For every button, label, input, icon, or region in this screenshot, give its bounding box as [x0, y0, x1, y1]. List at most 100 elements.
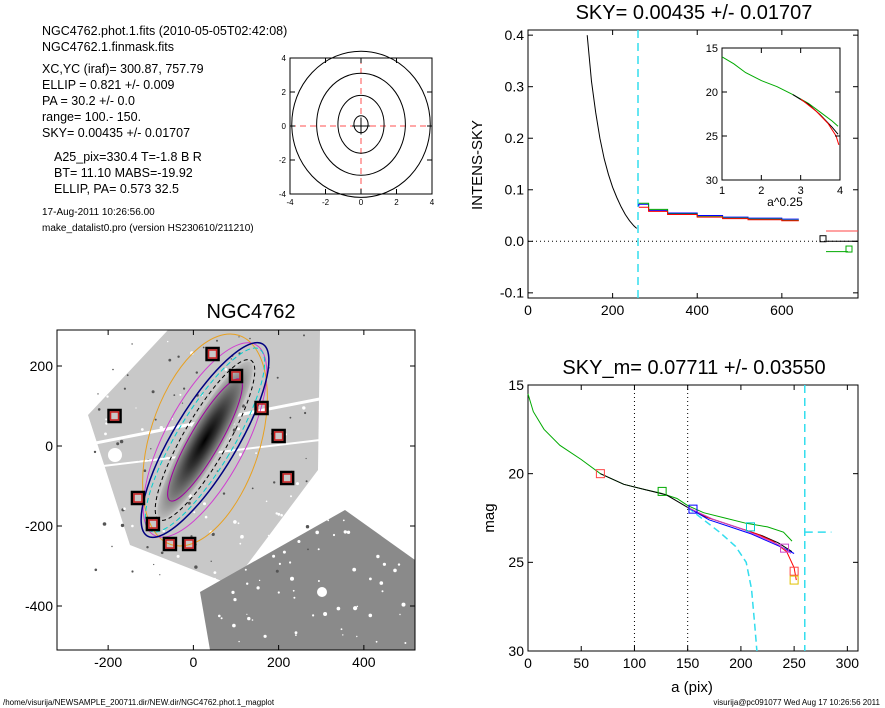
mag-square-marker: [789, 575, 799, 585]
sky-frame: [527, 29, 859, 299]
mag-xtick-label: 0: [524, 655, 532, 671]
star-speck: [120, 523, 125, 528]
mag-square-marker: [657, 486, 667, 496]
sky-title: SKY= 0.00435 +/- 0.01707: [576, 2, 813, 24]
mag-square-marker: [780, 543, 790, 553]
star-speck: [255, 452, 257, 454]
star-speck: [203, 502, 206, 506]
star-speck: [122, 336, 126, 340]
star-speck: [305, 457, 307, 460]
star-speck: [280, 513, 283, 517]
magnitude-profile-plot: SKY_m= 0.07711 +/- 0.03550 mag a (pix) 0…: [481, 357, 859, 696]
contour-xtick-label: 0: [359, 198, 364, 207]
mask-square-inner: [207, 349, 218, 359]
star-speck: [181, 402, 184, 404]
star-speck: [382, 562, 386, 566]
info-line-sky: SKY= 0.00435 +/- 0.01707: [42, 126, 190, 140]
star-speck: [109, 373, 112, 375]
sky-residual-square: [819, 235, 827, 243]
star-speck: [304, 411, 307, 415]
star-speck: [105, 418, 108, 421]
mag-xtick-label: 300: [836, 655, 860, 671]
star-speck: [305, 525, 310, 529]
galaxy-image-plot: NGC4762: [25, 301, 416, 670]
sky-ytick-label: 0.0: [505, 233, 525, 249]
mask-square-inner: [109, 411, 120, 421]
star-speck: [295, 634, 297, 636]
inset-xtick-label: 3: [798, 185, 804, 197]
star-speck: [342, 634, 344, 636]
star-speck: [258, 579, 261, 582]
star-speck: [93, 450, 97, 454]
image-ytick-label: 0: [45, 438, 53, 454]
sky-ytick-label: 0.4: [505, 27, 525, 43]
inset-xtick-label: 4: [837, 185, 843, 197]
galaxy-image: [59, 330, 415, 650]
star-speck: [292, 589, 295, 592]
contour-xtick-label: 2: [394, 198, 399, 207]
star-speck: [343, 530, 347, 534]
star-speck: [256, 586, 260, 590]
star-speck: [153, 563, 155, 566]
star-speck: [213, 571, 217, 574]
star-speck: [238, 336, 240, 338]
footer-path: /home/visurija/NEWSAMPLE_200711.dir/NEW.…: [3, 698, 275, 707]
contour-ytick-label: -4: [279, 190, 287, 199]
contour-xtick-label: 4: [430, 198, 435, 207]
star-speck: [224, 368, 228, 371]
star-speck: [231, 590, 235, 595]
star-speck: [368, 613, 373, 618]
mag-frame: [527, 384, 859, 652]
star-speck: [249, 337, 251, 340]
star-speck: [104, 432, 107, 436]
mask-square: [228, 368, 244, 384]
contour-ytick-label: 0: [282, 122, 287, 131]
mask-square: [145, 516, 161, 532]
mask-square-inner: [133, 493, 143, 503]
star-speck: [167, 340, 169, 343]
mag-ytick-label: 15: [508, 377, 524, 393]
image-field-lower: [200, 510, 415, 650]
star-speck: [290, 576, 294, 581]
sky-xtick-label: 400: [686, 302, 710, 318]
info-line-bt: BT= 11.10 MABS=-19.92: [54, 166, 193, 180]
galaxy-disk: [157, 361, 253, 519]
mag-xtick-label: 250: [782, 655, 806, 671]
star-speck: [327, 519, 330, 522]
info-line-date: 17-Aug-2011 10:26:56.00: [42, 207, 155, 218]
star-speck: [173, 394, 176, 396]
info-block: NGC4762.phot.1.fits (2010-05-05T02:42:08…: [42, 24, 287, 234]
star-speck: [303, 334, 305, 337]
star-speck: [275, 569, 279, 573]
star-speck: [356, 635, 358, 638]
star-speck: [194, 565, 198, 569]
sky-xtick-label: 0: [524, 302, 532, 318]
inset-xtick-label: 2: [758, 185, 764, 197]
star-speck: [232, 623, 236, 628]
contour-ring: [291, 50, 431, 198]
mask-square-inner: [256, 403, 267, 413]
star-speck: [346, 530, 351, 534]
contour-xtick-label: -2: [322, 198, 330, 207]
inset-ytick-label: 30: [706, 175, 718, 187]
star-speck: [317, 580, 320, 582]
star-speck: [289, 416, 292, 419]
star-speck: [374, 527, 377, 530]
star-speck: [282, 550, 286, 554]
isophote-ellipse-orange: [142, 333, 268, 547]
footer-user-date: visurija@pc091077 Wed Aug 17 10:26:56 20…: [713, 698, 880, 707]
star-speck: [116, 442, 120, 446]
contour-ring: [337, 94, 385, 154]
star-speck: [204, 515, 208, 519]
star-speck: [147, 561, 149, 564]
star-speck: [233, 520, 237, 524]
contour-ring: [316, 72, 406, 176]
inset-series: [721, 56, 840, 145]
star-speck: [102, 522, 107, 526]
sky-ytick-label: 0.1: [505, 182, 525, 198]
image-xtick-label: 200: [267, 654, 291, 670]
star-speck: [307, 548, 309, 551]
image-tick-labels: -200 0 200 400 200 0 -200 -400: [25, 330, 415, 670]
star-speck: [340, 628, 343, 631]
star-speck: [369, 577, 372, 581]
